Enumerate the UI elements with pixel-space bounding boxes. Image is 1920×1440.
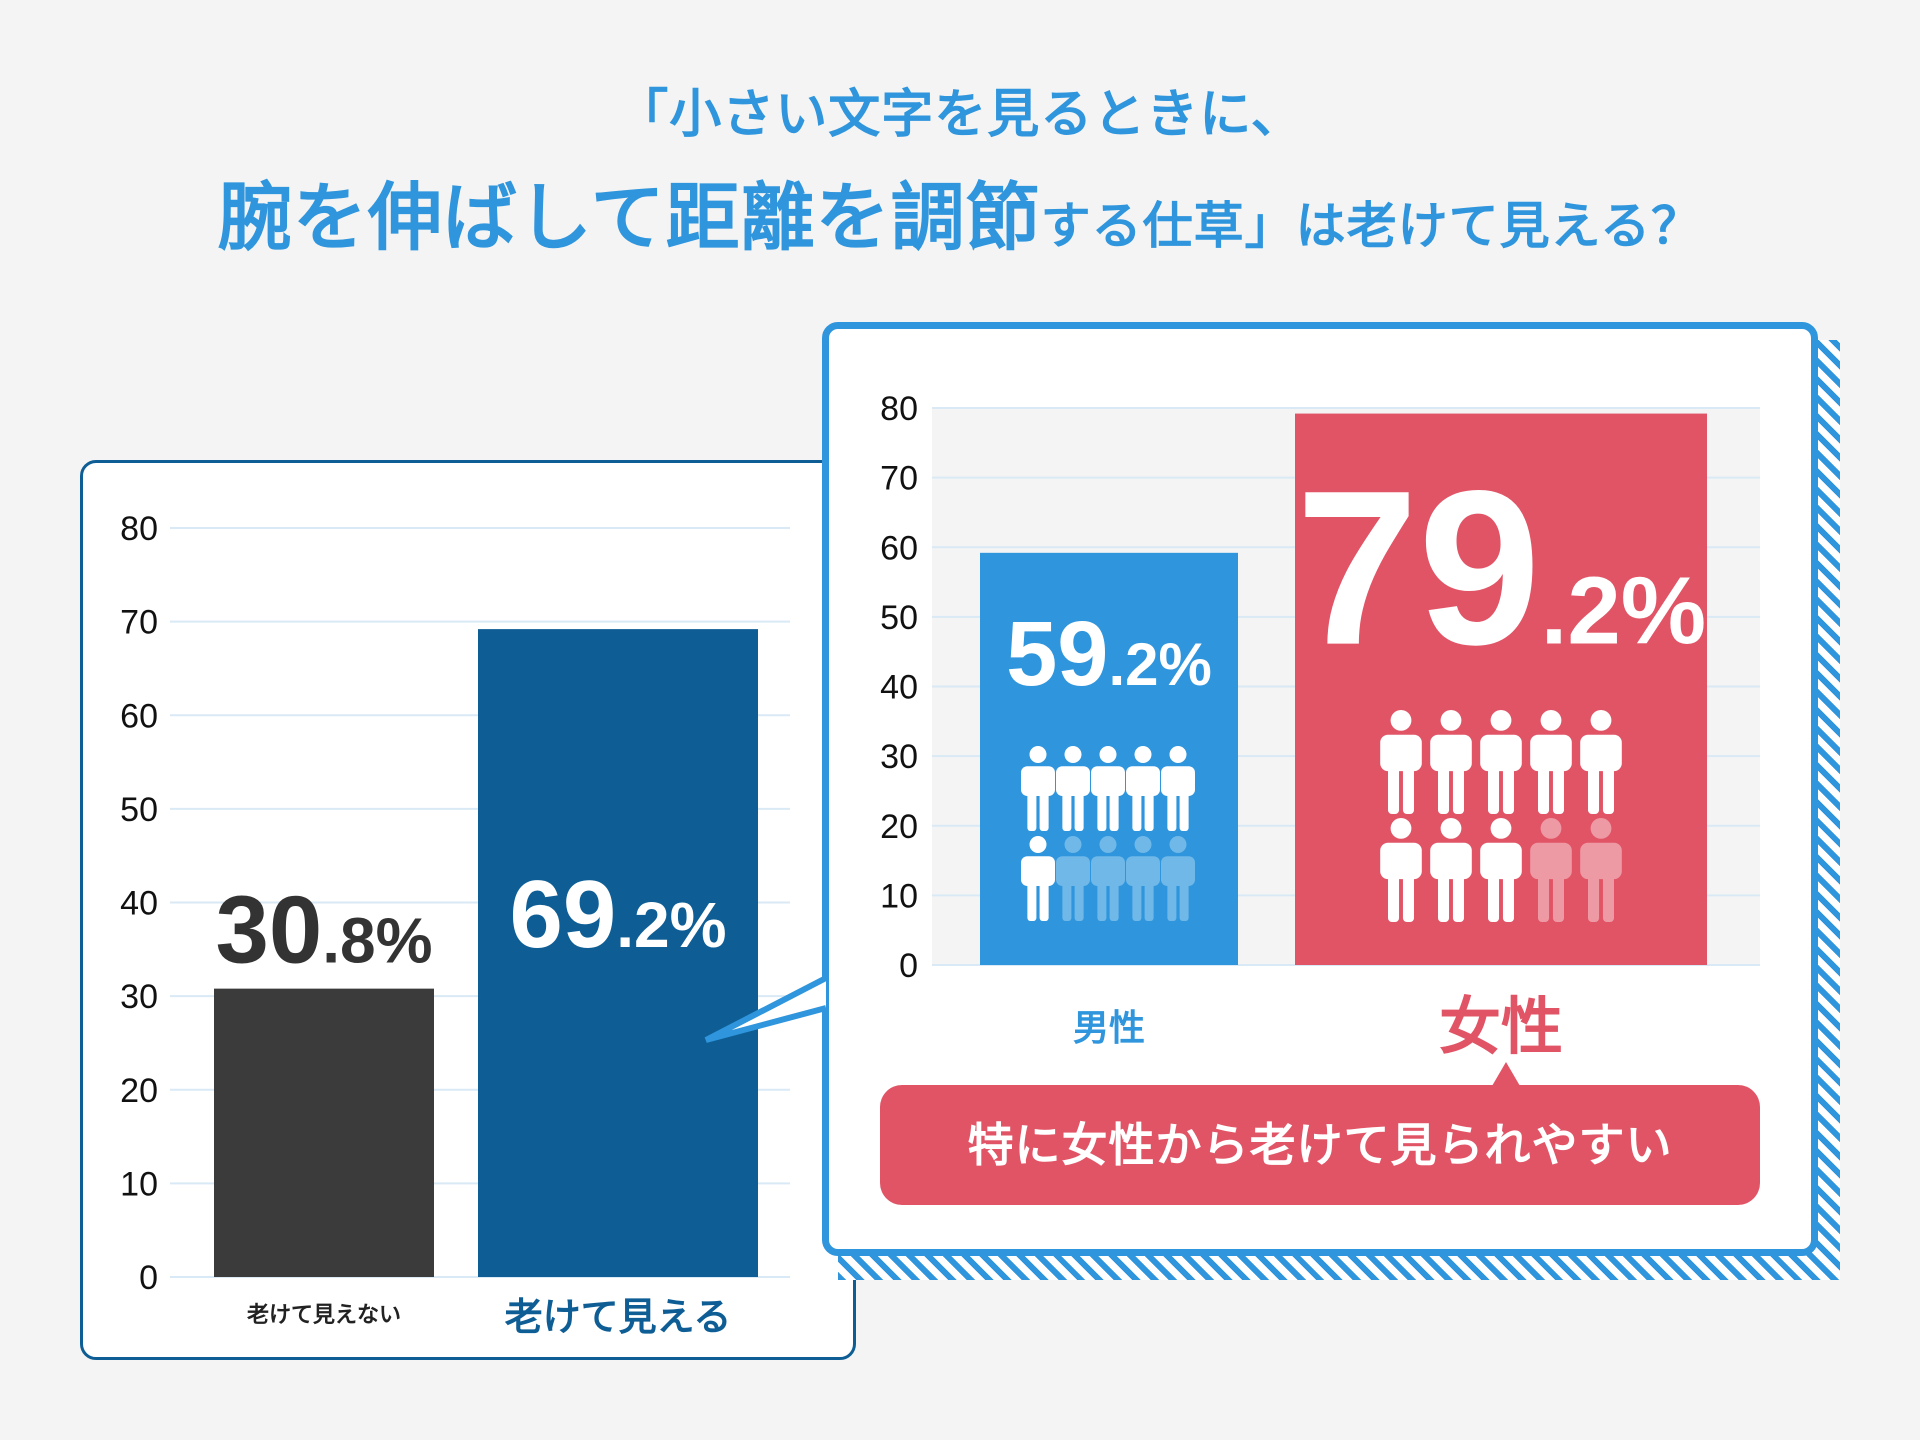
category-label: 老けて見えない bbox=[246, 1303, 401, 1328]
y-tick-label: 30 bbox=[120, 978, 158, 1016]
y-tick-label: 20 bbox=[880, 808, 918, 846]
person-icon bbox=[1430, 818, 1472, 922]
title-line2-rest: する仕草」は老けて見える？ bbox=[1040, 197, 1703, 255]
person-icon bbox=[1126, 836, 1160, 921]
person-icon bbox=[1530, 710, 1572, 814]
y-tick-label: 70 bbox=[880, 460, 918, 498]
y-tick-label: 70 bbox=[120, 604, 158, 642]
person-icon bbox=[1056, 746, 1090, 831]
person-icon bbox=[1161, 836, 1195, 921]
person-icon bbox=[1021, 836, 1055, 921]
person-icon bbox=[1021, 746, 1055, 831]
person-icon bbox=[1380, 710, 1422, 814]
y-tick-label: 0 bbox=[899, 947, 918, 985]
category-label: 男性 bbox=[1073, 1008, 1145, 1049]
person-icon bbox=[1091, 836, 1125, 921]
y-tick-label: 20 bbox=[120, 1072, 158, 1110]
person-icon bbox=[1580, 818, 1622, 922]
callout-tip bbox=[1492, 1062, 1520, 1086]
person-icon bbox=[1380, 818, 1422, 922]
person-icon bbox=[1430, 710, 1472, 814]
person-icon bbox=[1580, 710, 1622, 814]
y-tick-label: 80 bbox=[120, 510, 158, 548]
bar-value-label: 30.8% bbox=[215, 877, 432, 984]
title-line1: 「小さい文字を見るときに、 bbox=[616, 85, 1304, 145]
person-icon bbox=[1530, 818, 1572, 922]
bar-value-label: 79.2% bbox=[1296, 445, 1706, 691]
person-icon bbox=[1480, 818, 1522, 922]
y-tick-label: 10 bbox=[880, 877, 918, 915]
person-icon bbox=[1126, 746, 1160, 831]
person-icon bbox=[1161, 746, 1195, 831]
y-tick-label: 30 bbox=[880, 738, 918, 776]
person-icon bbox=[1056, 836, 1090, 921]
bar bbox=[478, 629, 758, 1277]
y-tick-label: 0 bbox=[139, 1259, 158, 1297]
y-tick-label: 60 bbox=[880, 529, 918, 567]
category-label: 女性 bbox=[1439, 990, 1563, 1063]
title-line2-emphasis: 腕を伸ばして距離を調節 bbox=[217, 175, 1041, 261]
person-icon bbox=[1091, 746, 1125, 831]
y-tick-label: 50 bbox=[880, 599, 918, 637]
y-tick-label: 10 bbox=[120, 1165, 158, 1203]
y-tick-label: 40 bbox=[880, 669, 918, 707]
bar bbox=[214, 988, 434, 1277]
y-tick-label: 50 bbox=[120, 791, 158, 829]
y-tick-label: 40 bbox=[120, 885, 158, 923]
bar-value-label: 59.2% bbox=[1006, 603, 1212, 705]
title-line2: 腕を伸ばして距離を調節する仕草」は老けて見える？ bbox=[0, 158, 1920, 265]
bar-value-label: 69.2% bbox=[509, 861, 726, 968]
person-icon bbox=[1480, 710, 1522, 814]
y-tick-label: 60 bbox=[120, 697, 158, 735]
y-tick-label: 80 bbox=[880, 390, 918, 428]
category-label: 老けて見える bbox=[505, 1295, 732, 1339]
callout-banner: 特に女性から老けて見られやすい bbox=[880, 1085, 1760, 1205]
